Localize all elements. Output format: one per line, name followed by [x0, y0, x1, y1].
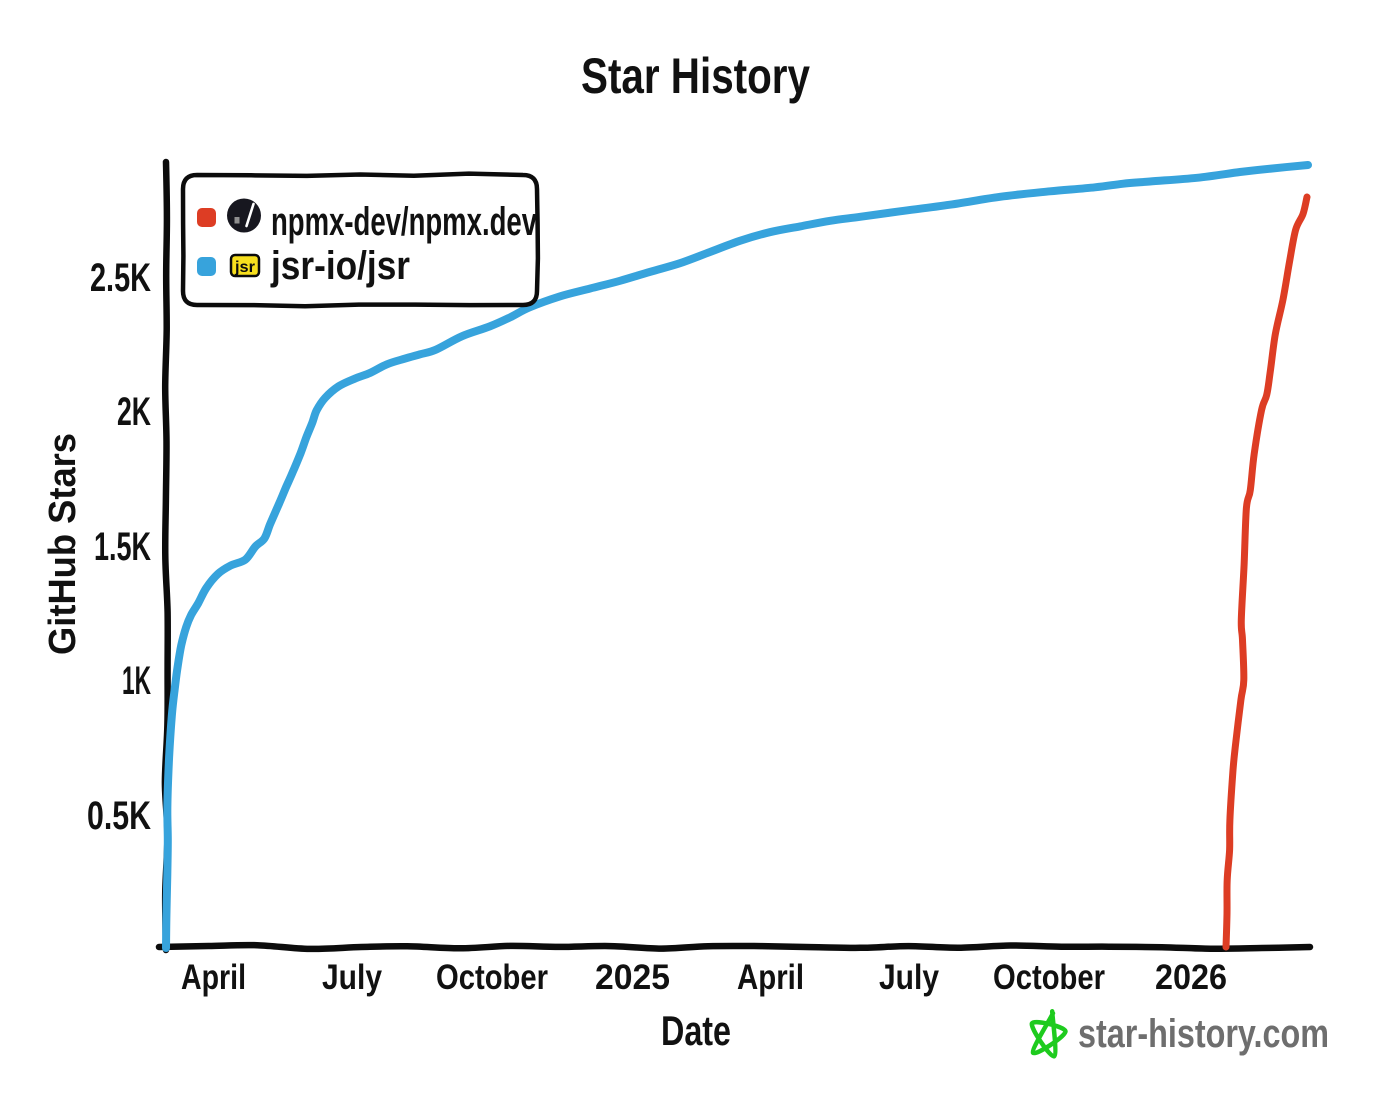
- svg-text:July: July: [879, 958, 939, 997]
- svg-text:October: October: [993, 958, 1105, 997]
- svg-text:2.5K: 2.5K: [90, 256, 151, 300]
- svg-text:April: April: [737, 958, 804, 997]
- svg-text:Date: Date: [661, 1007, 731, 1054]
- svg-text:0.5K: 0.5K: [87, 794, 151, 838]
- svg-text:npmx-dev/npmx.dev: npmx-dev/npmx.dev: [271, 200, 538, 244]
- svg-text:1.5K: 1.5K: [94, 525, 151, 569]
- svg-text:July: July: [322, 958, 382, 997]
- svg-text:October: October: [436, 958, 548, 997]
- svg-text:2026: 2026: [1155, 958, 1227, 997]
- svg-text:GitHub Stars: GitHub Stars: [42, 433, 84, 655]
- svg-text:1K: 1K: [122, 659, 151, 703]
- svg-text:April: April: [181, 958, 246, 997]
- svg-text:jsr-io/jsr: jsr-io/jsr: [270, 244, 410, 288]
- svg-text:jsr: jsr: [234, 259, 255, 276]
- svg-text:2K: 2K: [117, 390, 151, 434]
- svg-text:star-history.com: star-history.com: [1078, 1012, 1329, 1056]
- svg-text:Star History: Star History: [581, 48, 810, 104]
- svg-text:2025: 2025: [595, 958, 670, 997]
